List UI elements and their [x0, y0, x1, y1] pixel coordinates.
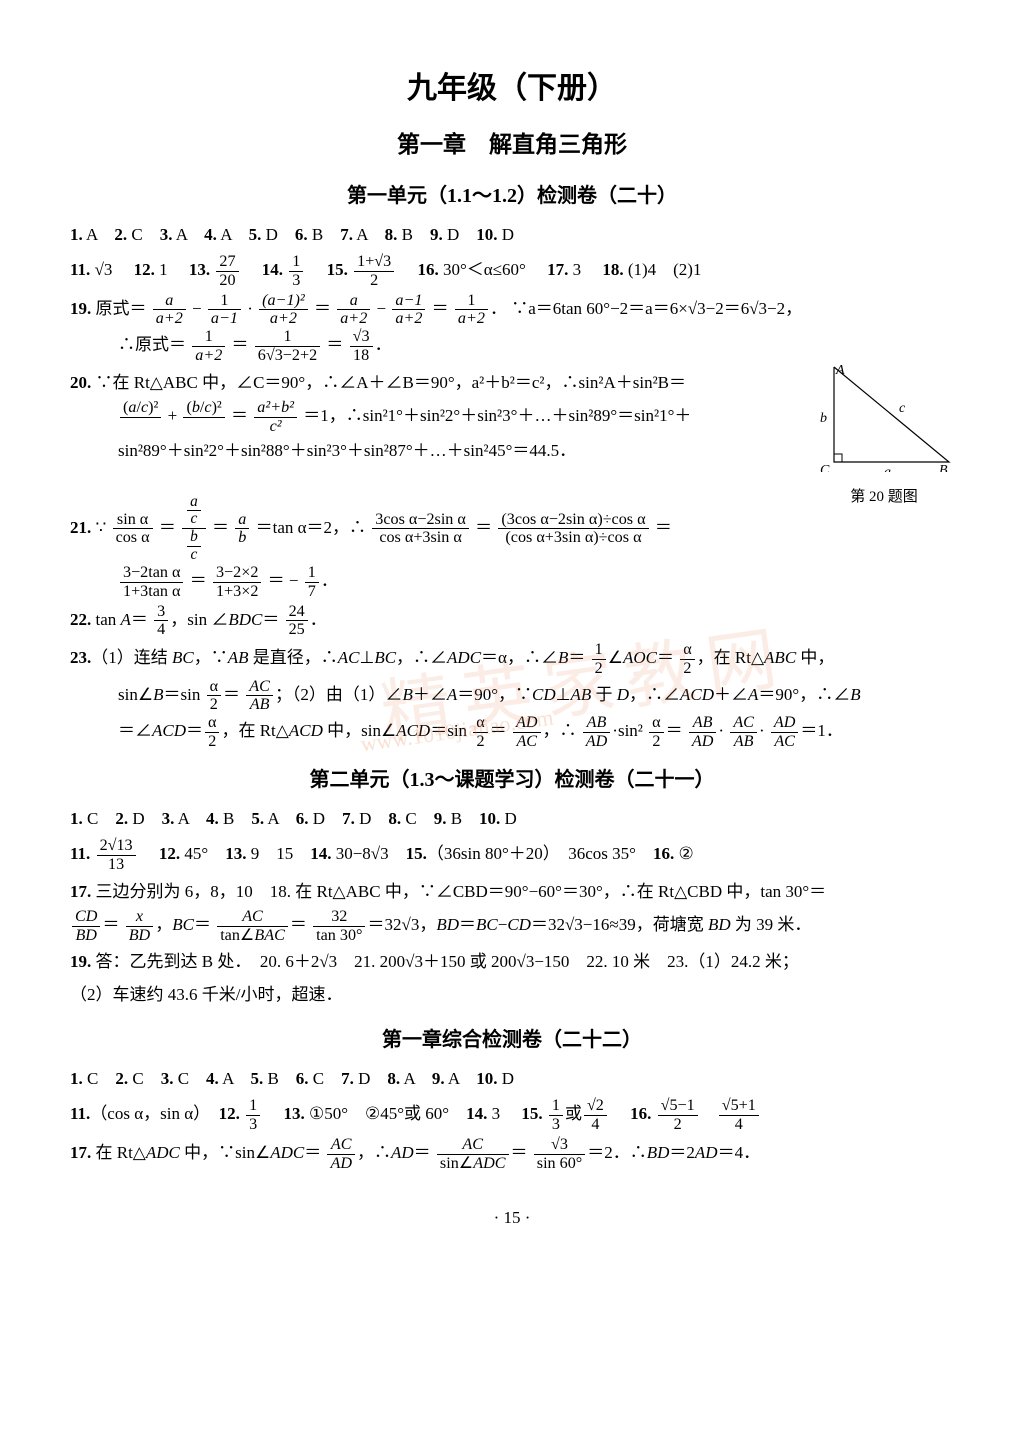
q16-ans: 30°＜α≤60° — [443, 260, 526, 279]
unit1-mc-answers: 1. A 2. C 3. A 4. A 5. D 6. B 7. A 8. B … — [70, 219, 954, 251]
unit2-fill: 11. 2√1313 12. 45° 13. 9 15 14. 30−8√3 1… — [70, 837, 954, 874]
q15-den: 2 — [354, 272, 394, 290]
q12-ans: 1 — [159, 260, 168, 279]
unit3-title: 第一章综合检测卷（二十二） — [70, 1021, 954, 1059]
u2q19b: （2）车速约 43.6 千米/小时，超速． — [70, 985, 342, 1004]
q19-tail: ∵a＝6tan 60°−2＝a＝6×√3−2＝6√3−2， — [511, 299, 802, 318]
q17-ans: 3 — [573, 260, 582, 279]
grade-title: 九年级（下册） — [70, 60, 954, 117]
label-C: C — [820, 463, 830, 472]
q22: 22. tan A＝ 34，sin ∠BDC＝ 2425． — [70, 603, 954, 640]
q20a: ∵在 Rt△ABC 中，∠C＝90°，∴∠A＋∠B＝90°，a²＋b²＝c²，∴… — [96, 373, 687, 392]
q18-ans: (1)4 (2)1 — [628, 260, 702, 279]
unit1-title: 第一单元（1.1～1.2）检测卷（二十） — [70, 177, 954, 215]
triangle-svg: A B C a b c — [814, 362, 954, 472]
label-A: A — [835, 363, 845, 378]
q14-den: 3 — [289, 272, 303, 290]
unit3-mc: 1. C 2. C 3. C 4. A 5. B 6. C 7. D 8. A … — [70, 1063, 954, 1095]
u2q17a: 三边分别为 6，8，10 18. 在 Rt△ABC 中，∵∠CBD＝90°−60… — [96, 882, 827, 901]
q20b: ＝1，∴sin²1°＋sin²2°＋sin²3°＋…＋sin²89°＝sin²1… — [303, 406, 691, 425]
q19: 19. 原式＝ aa+2 − 1a−1 · (a−1)²a+2 ＝ aa+2 −… — [70, 292, 954, 365]
q13-num: 27 — [216, 253, 238, 272]
u2q19a: 答：乙先到达 B 处． 20. 6＋2√3 21. 200√3＋150 或 20… — [96, 952, 799, 971]
q19-prefix: 原式＝ — [96, 299, 147, 318]
q13-den: 20 — [216, 272, 238, 290]
unit2-q19: 19. 答：乙先到达 B 处． 20. 6＋2√3 21. 200√3＋150 … — [70, 946, 954, 1011]
unit2-q17: 17. 三边分别为 6，8，10 18. 在 Rt△ABC 中，∵∠CBD＝90… — [70, 876, 954, 945]
unit3-q17: 17. 在 Rt△ADC 中，∵sin∠ADC＝ ACAD，∴AD＝ ACsin… — [70, 1136, 954, 1173]
page-number: · 15 · — [70, 1202, 954, 1234]
q23: 23.（1）连结 BC，∵AB 是直径，∴AC⊥BC，∴∠ADC＝α，∴∠B＝ … — [70, 641, 954, 751]
q14-num: 1 — [289, 253, 303, 272]
label-B: B — [939, 463, 948, 472]
triangle-figure: A B C a b c 第 20 题图 — [814, 362, 954, 492]
q19b-eq: ＝ — [232, 335, 249, 354]
q21a: ＝tan α＝2，∴ — [256, 518, 366, 537]
label-b: b — [820, 411, 827, 426]
unit1-fill-answers: 11. √3 12. 1 13. 2720 14. 13 15. 1+√32 1… — [70, 253, 954, 290]
label-c: c — [899, 401, 906, 416]
q11-ans: √3 — [95, 260, 113, 279]
triangle-caption: 第 20 题图 — [814, 483, 954, 512]
q15-num: 1+√3 — [354, 253, 394, 272]
unit3-fill: 11.（cos α，sin α） 12. 13 13. ①50° ②45°或 6… — [70, 1097, 954, 1134]
chapter-title: 第一章 解直角三角形 — [70, 123, 954, 167]
label-a: a — [884, 465, 891, 472]
unit2-mc: 1. C 2. D 3. A 4. B 5. A 6. D 7. D 8. C … — [70, 803, 954, 835]
unit2-title: 第二单元（1.3～课题学习）检测卷（二十一） — [70, 761, 954, 799]
q19b-prefix: ∴原式＝ — [118, 335, 186, 354]
